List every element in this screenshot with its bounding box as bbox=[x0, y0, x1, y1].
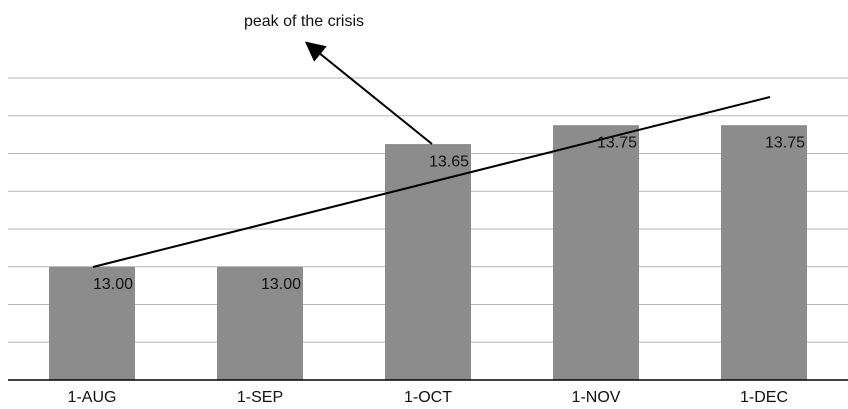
bars bbox=[49, 125, 807, 380]
bar bbox=[217, 266, 303, 380]
bar bbox=[721, 125, 807, 380]
x-tick-label: 1-AUG bbox=[68, 389, 117, 406]
x-tick-label: 1-NOV bbox=[572, 389, 621, 406]
bar bbox=[385, 144, 471, 380]
value-label: 13.65 bbox=[429, 153, 469, 170]
bar bbox=[553, 125, 639, 380]
trend-line bbox=[92, 96, 771, 268]
x-tick-label: 1-DEC bbox=[740, 389, 788, 406]
bar bbox=[49, 266, 135, 380]
x-tick-label: 1-OCT bbox=[404, 389, 452, 406]
annotation: peak of the crisis bbox=[244, 13, 364, 30]
value-label: 13.75 bbox=[597, 134, 637, 151]
x-tick-label: 1-SEP bbox=[237, 389, 283, 406]
value-label: 13.00 bbox=[93, 276, 133, 293]
value-label: 13.75 bbox=[765, 134, 805, 151]
value-label: 13.00 bbox=[261, 276, 301, 293]
annotation-arrow bbox=[304, 41, 433, 145]
